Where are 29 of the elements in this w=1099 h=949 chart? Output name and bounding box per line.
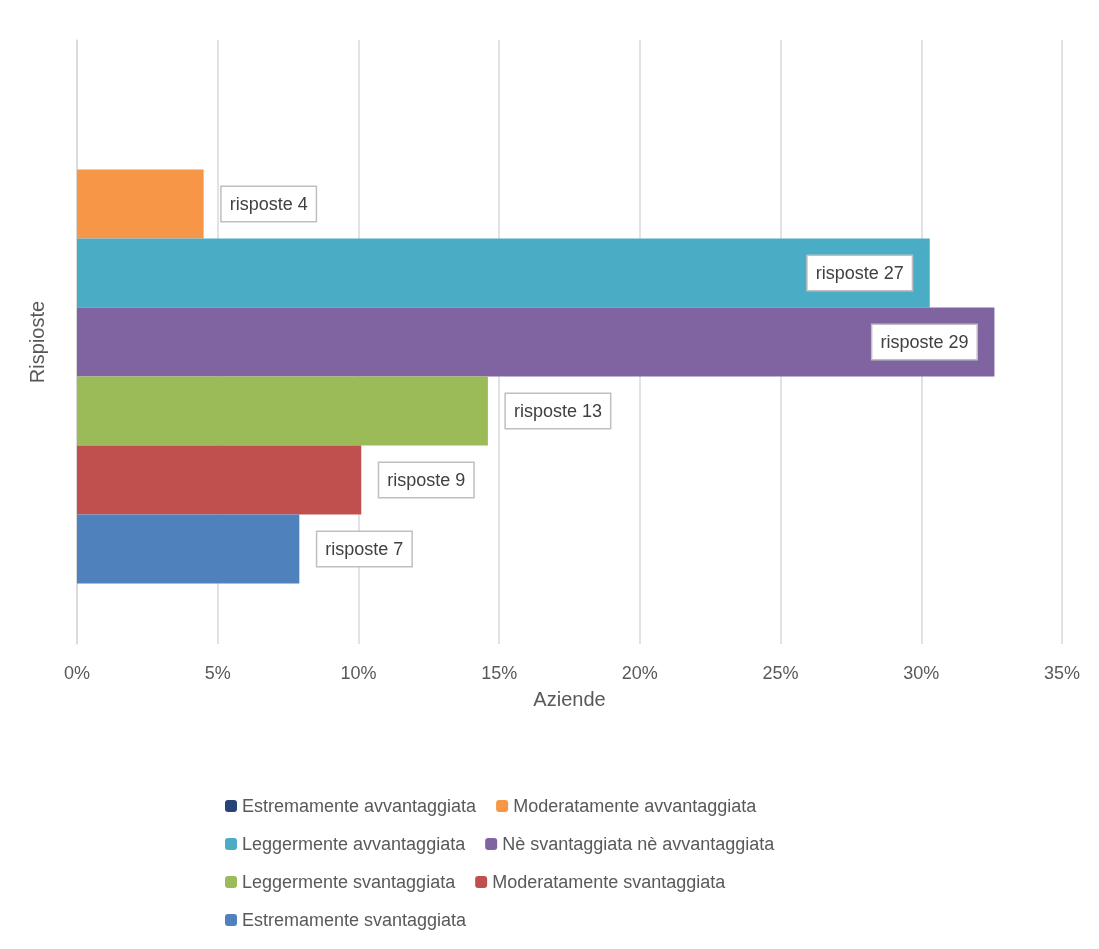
data-label: risposte 27 [815,262,904,283]
legend-label: Leggermente svantaggiata [242,872,457,892]
legend-label: Moderatamente svantaggiata [492,872,727,892]
legend-label: Leggermente avvantaggiata [242,834,467,854]
bar [77,169,204,239]
bar [77,238,930,308]
data-label: risposte 4 [229,193,308,214]
x-tick-label: 20% [621,663,658,683]
data-label: risposte 29 [880,332,969,352]
data-label: risposte 13 [513,401,602,422]
data-label: risposte 9 [387,470,466,491]
legend-label: Estremamente svantaggiata [242,910,468,930]
bar [77,307,995,377]
x-tick-label: 15% [481,663,518,683]
legend-label: Nè svantaggiata nè avvantaggiata [502,834,776,854]
bar [77,445,362,515]
x-tick-label: 10% [340,663,377,683]
x-tick-label: 35% [1043,663,1081,683]
x-tick-label: 5% [204,663,231,683]
y-axis-title: Rispioste [26,300,48,384]
x-axis-title: Aziende [533,688,606,710]
x-tick-label: 30% [903,663,940,683]
data-label: risposte 7 [325,539,404,560]
x-tick-label: 25% [762,663,799,683]
legend-label: Estremamente avvantaggiata [242,796,478,816]
x-tick-label: 0% [63,663,91,683]
bar [77,376,488,446]
bar [77,514,300,584]
legend-label: Moderatamente avvantaggiata [513,796,758,816]
